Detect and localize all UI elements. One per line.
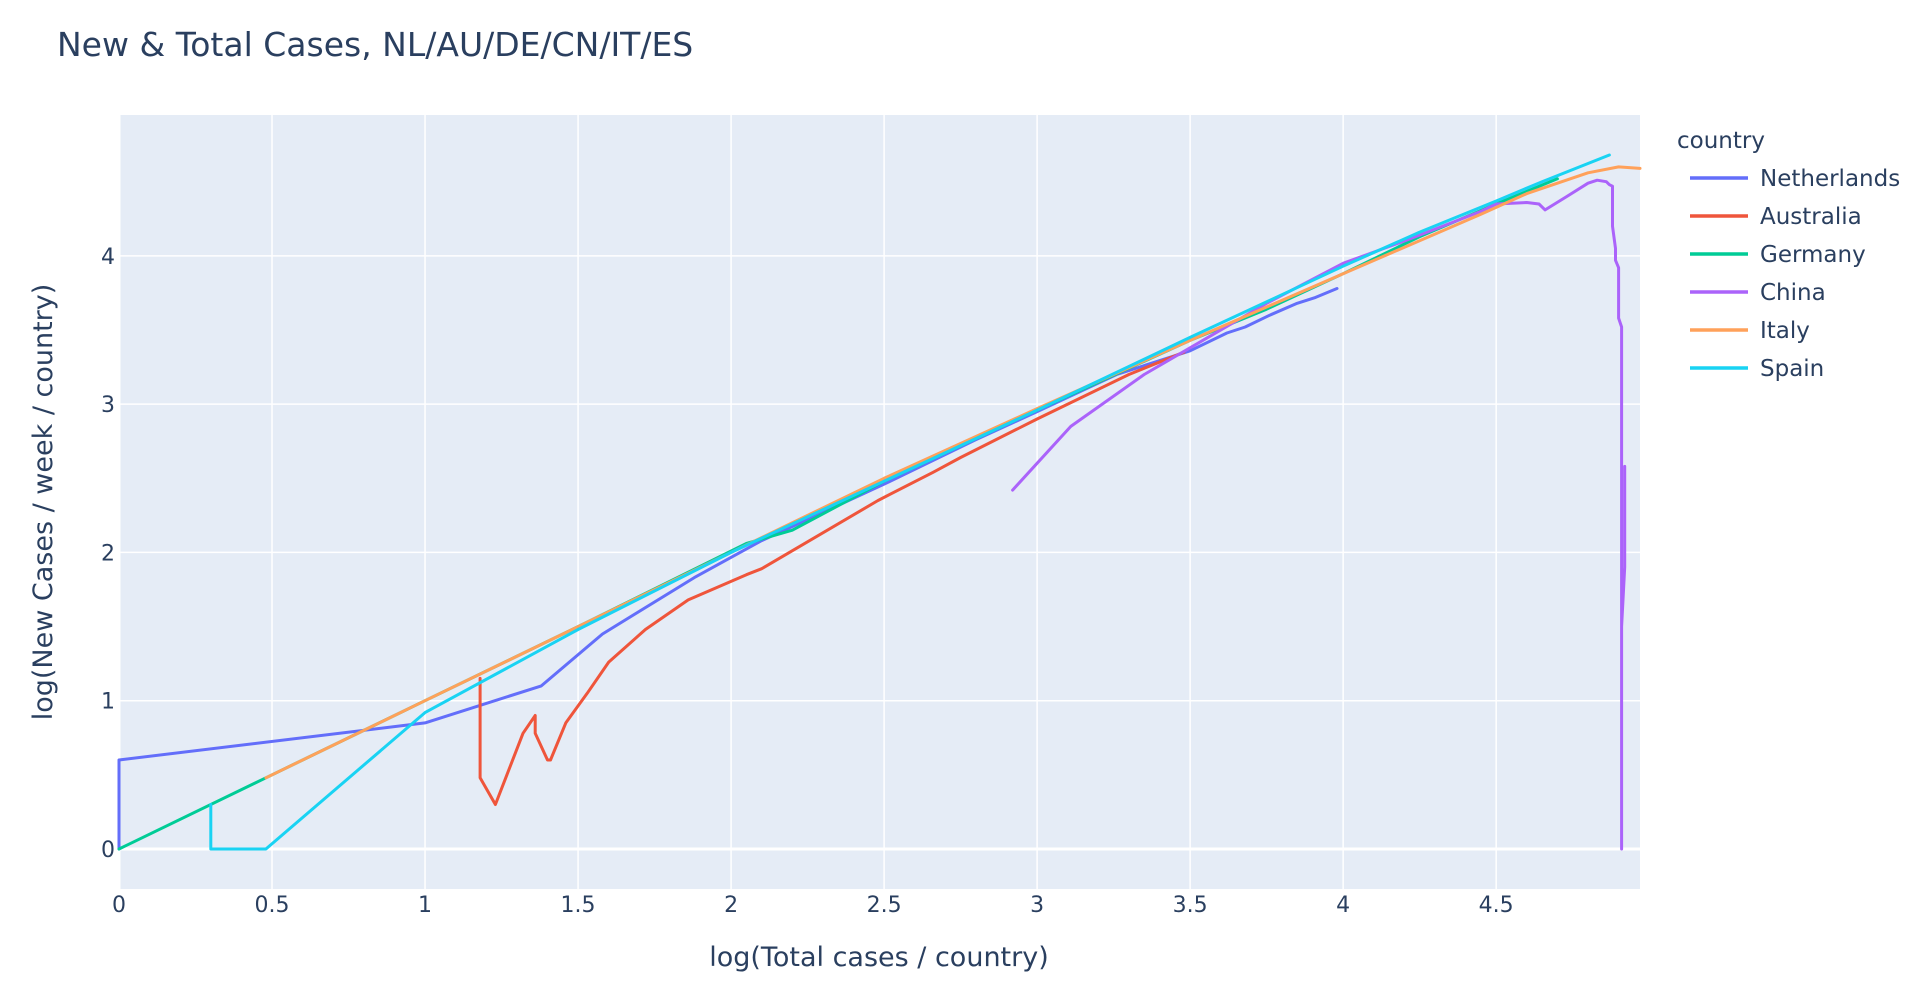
x-tick-label: 0 <box>112 893 126 918</box>
legend-item-italy[interactable]: Italy <box>1690 318 1810 344</box>
legend[interactable]: country Netherlands Australia Germany China… <box>1677 128 1900 382</box>
y-tick-labels: 0 1 2 3 4 <box>101 245 115 863</box>
legend-label: Germany <box>1760 242 1866 268</box>
y-tick-label: 1 <box>101 690 115 715</box>
chart-title: New & Total Cases, NL/AU/DE/CN/IT/ES <box>57 25 693 64</box>
x-tick-label: 4 <box>1336 893 1350 918</box>
legend-item-germany[interactable]: Germany <box>1690 242 1866 268</box>
y-tick-label: 0 <box>101 838 115 863</box>
legend-title: country <box>1677 128 1765 154</box>
series-line-italy[interactable] <box>264 165 1642 780</box>
y-tick-label: 3 <box>101 393 115 418</box>
x-tick-labels: 0 0.5 1 1.5 2 2.5 3 3.5 4 4.5 <box>112 893 1514 918</box>
legend-item-australia[interactable]: Australia <box>1690 204 1862 230</box>
series-line-spain[interactable] <box>209 153 1611 851</box>
y-axis-title: log(New Cases / week / country) <box>28 284 59 721</box>
series-line-australia[interactable] <box>478 350 1186 806</box>
y-tick-label: 4 <box>101 245 115 270</box>
x-axis-title: log(Total cases / country) <box>709 942 1049 973</box>
legend-label: Spain <box>1760 356 1824 382</box>
y-tick-label: 2 <box>101 541 115 566</box>
legend-label: Netherlands <box>1760 166 1900 192</box>
x-tick-label: 4.5 <box>1479 893 1514 918</box>
x-tick-label: 2 <box>724 893 738 918</box>
x-tick-label: 2.5 <box>867 893 902 918</box>
series-lines <box>117 153 1642 851</box>
x-tick-label: 3.5 <box>1173 893 1208 918</box>
legend-item-china[interactable]: China <box>1690 280 1826 306</box>
x-tick-label: 3 <box>1030 893 1044 918</box>
x-tick-label: 1 <box>418 893 432 918</box>
x-tick-label: 0.5 <box>255 893 290 918</box>
legend-label: Australia <box>1760 204 1862 230</box>
x-tick-label: 1.5 <box>561 893 596 918</box>
legend-item-netherlands[interactable]: Netherlands <box>1690 166 1900 192</box>
legend-label: Italy <box>1760 318 1810 344</box>
plot-area <box>119 115 1640 889</box>
legend-items[interactable]: Netherlands Australia Germany China Italy Spa… <box>1690 166 1900 382</box>
legend-item-spain[interactable]: Spain <box>1690 356 1824 382</box>
legend-label: China <box>1760 280 1826 306</box>
